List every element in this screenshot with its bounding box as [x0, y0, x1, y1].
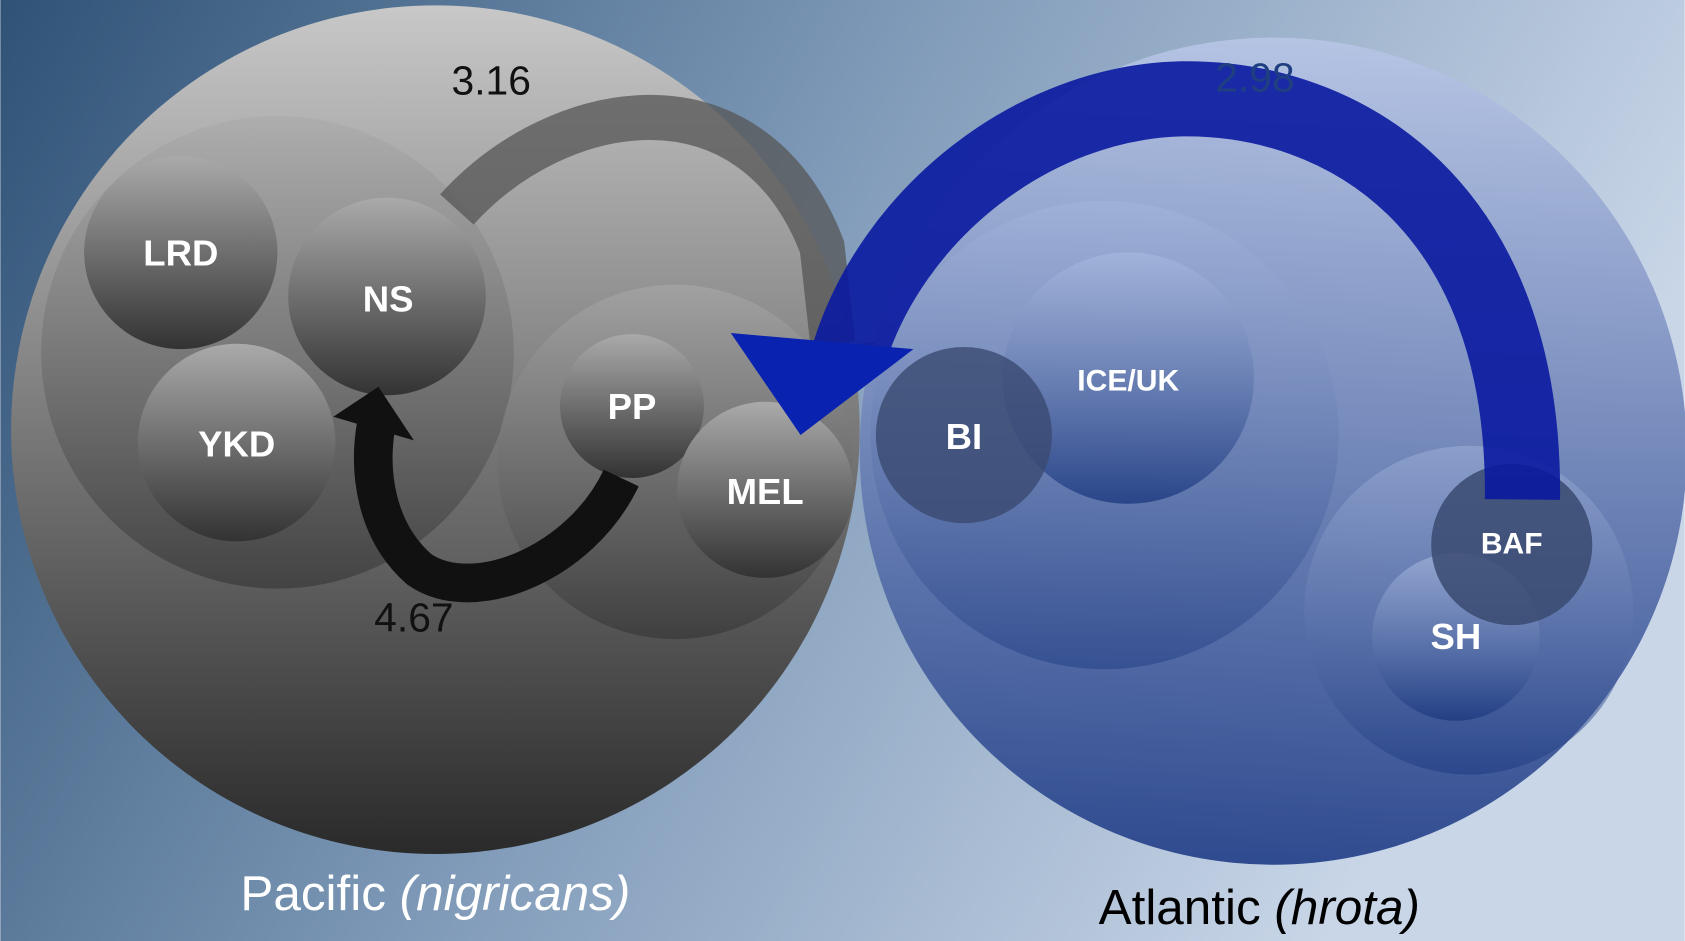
node-label: BI [946, 416, 983, 457]
arrow-label: 2.98 [1215, 54, 1294, 100]
node-label: MEL [727, 471, 804, 512]
node-label: BAF [1481, 528, 1543, 561]
pacific-group [11, 5, 860, 854]
arrow-label: 3.16 [452, 58, 531, 104]
node-label: SH [1431, 616, 1482, 657]
arrow-black [333, 386, 639, 603]
atlantic-group [859, 37, 1685, 865]
node-label: PP [608, 386, 657, 427]
node-label: ICE/UK [1077, 364, 1179, 397]
arrow-label: 4.67 [374, 595, 453, 641]
group-label: Atlantic (hrota) [1099, 880, 1420, 935]
node-label: LRD [143, 232, 218, 273]
group-subname: (nigricans) [400, 866, 631, 921]
group-subname: (hrota) [1274, 880, 1420, 935]
group-name: Atlantic [1099, 880, 1261, 935]
group-name: Pacific [240, 866, 386, 921]
arrow-blue [730, 61, 1561, 500]
node-label: YKD [198, 424, 275, 465]
group-label: Pacific (nigricans) [240, 866, 630, 921]
node-label: NS [363, 278, 414, 319]
